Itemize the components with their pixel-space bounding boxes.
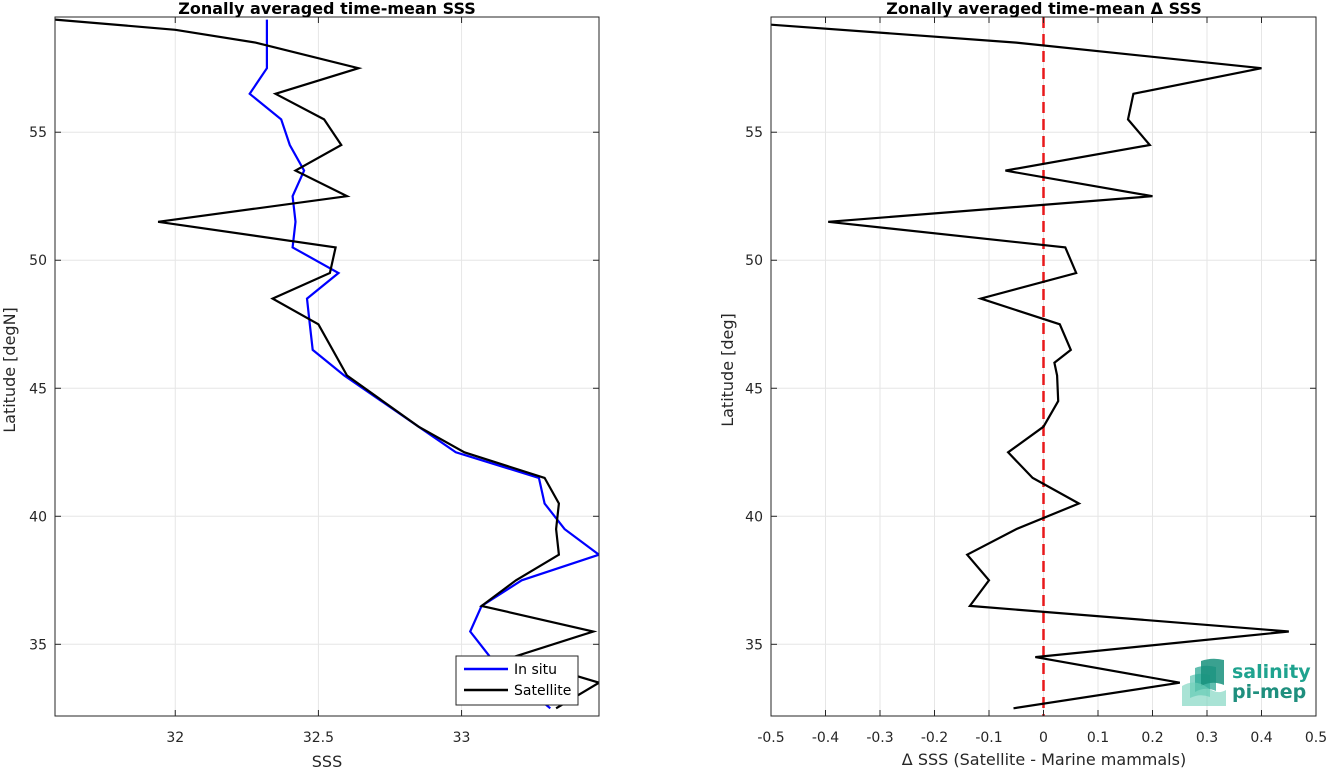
left-grid [55, 17, 599, 716]
left-ticks: 32 32.5 33 35 40 45 50 55 [29, 17, 599, 746]
logo-text-pi-mep: pi-mep [1232, 681, 1306, 703]
left-series-line-in-situ [248, 19, 599, 710]
right-y-tick-label: 35 [745, 637, 763, 653]
left-chart-title: Zonally averaged time-mean SSS [178, 0, 476, 18]
left-x-axis-label: SSS [312, 752, 342, 769]
right-series-line-delta-sss [771, 23, 1289, 710]
left-x-tick-label: 32 [166, 730, 184, 746]
left-y-tick-label: 40 [29, 509, 47, 525]
right-x-tick-label: 0.2 [1141, 730, 1163, 746]
right-x-tick-label: 0.3 [1196, 730, 1218, 746]
right-series-clip [771, 17, 1289, 716]
left-plot-area [55, 17, 599, 716]
right-ticks: -0.5 -0.4 -0.3 -0.2 -0.1 0 0.1 0.2 0.3 0.4 0.5 35 40… [745, 17, 1327, 746]
right-x-tick-label: 0.5 [1305, 730, 1327, 746]
right-x-tick-label: -0.3 [866, 730, 893, 746]
right-x-tick-label: 0.1 [1087, 730, 1109, 746]
right-grid [770, 17, 1317, 716]
right-y-tick-label: 50 [745, 253, 763, 269]
left-y-tick-label: 55 [29, 125, 47, 141]
right-x-tick-label: -0.5 [757, 730, 784, 746]
right-panel: -0.5 -0.4 -0.3 -0.2 -0.1 0 0.1 0.2 0.3 0.4 0.5 35 40… [718, 0, 1327, 769]
left-series-clip [55, 18, 599, 710]
right-series-group [771, 17, 1289, 716]
right-y-tick-label: 40 [745, 509, 763, 525]
left-y-tick-label: 35 [29, 637, 47, 653]
salinity-pi-mep-logo: salinity pi-mep [1182, 658, 1311, 706]
right-x-tick-label: 0 [1039, 730, 1048, 746]
legend-label-satellite: Satellite [514, 683, 571, 699]
left-x-tick-label: 33 [453, 730, 471, 746]
legend-label-in-situ: In situ [514, 662, 557, 678]
left-panel: 32 32.5 33 35 40 45 50 55 Zonally averaged time… [0, 0, 600, 769]
right-x-axis-label: Δ SSS (Satellite - Marine mammals) [902, 750, 1186, 769]
left-y-tick-label: 50 [29, 253, 47, 269]
right-x-tick-label: -0.4 [812, 730, 839, 746]
left-series-group [55, 18, 599, 710]
right-x-tick-label: -0.1 [975, 730, 1002, 746]
left-x-tick-label: 32.5 [303, 730, 334, 746]
legend-box [455, 655, 579, 706]
right-chart-title: Zonally averaged time-mean Δ SSS [886, 0, 1202, 18]
right-x-tick-label: -0.2 [921, 730, 948, 746]
right-y-tick-label: 55 [745, 125, 763, 141]
left-y-tick-label: 45 [29, 381, 47, 397]
left-axes-box [54, 16, 600, 717]
wave-icon [1182, 658, 1226, 706]
right-x-tick-label: 0.4 [1250, 730, 1272, 746]
logo-text-salinity: salinity [1232, 661, 1311, 683]
left-y-axis-label: Latitude [degN] [0, 307, 19, 433]
right-y-tick-label: 45 [745, 381, 763, 397]
legend: In situ Satellite [455, 655, 579, 706]
right-y-axis-label: Latitude [deg] [718, 313, 737, 427]
left-series-line-satellite [55, 18, 599, 710]
